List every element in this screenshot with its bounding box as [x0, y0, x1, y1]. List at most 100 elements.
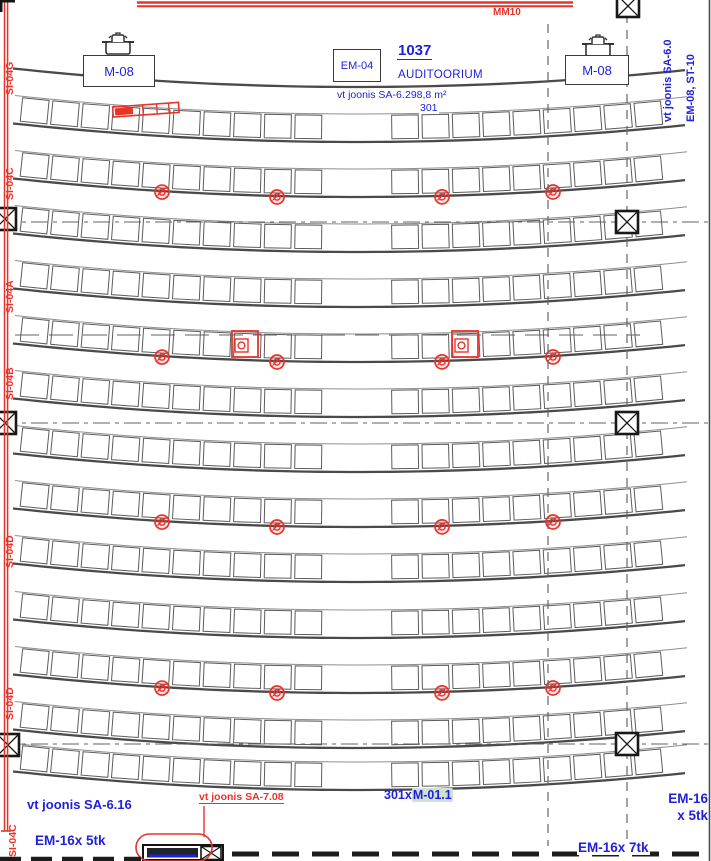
- seat: [110, 215, 141, 243]
- seat: [482, 496, 511, 523]
- seat: [482, 111, 511, 138]
- seat: [512, 605, 542, 632]
- seat: [391, 665, 420, 691]
- seat: [572, 270, 603, 298]
- seat: [50, 485, 80, 513]
- seat: [542, 272, 572, 300]
- ceiling-speaker-icon: [434, 189, 450, 205]
- red-linear-fixture: [111, 101, 181, 118]
- seat: [50, 540, 80, 568]
- seat: [294, 762, 323, 788]
- seat: [572, 753, 603, 781]
- seat: [451, 332, 481, 359]
- drawing-ref-sa708: vt joonis SA-7.08: [199, 791, 284, 805]
- ceiling-speaker-icon: [545, 184, 561, 200]
- duct-label-si04c-2: SI-04C: [7, 824, 19, 857]
- seat: [202, 551, 232, 578]
- seat: [482, 166, 511, 193]
- seat: [141, 162, 171, 190]
- seat: [421, 168, 450, 194]
- seat: [542, 217, 572, 245]
- seat: [294, 499, 323, 525]
- seat: [451, 442, 481, 469]
- seat: [171, 549, 201, 576]
- seat: [141, 107, 171, 135]
- seat: [80, 103, 111, 130]
- seat: [572, 656, 603, 684]
- seat: [512, 164, 542, 191]
- seat: [633, 485, 664, 513]
- seat: [294, 665, 323, 691]
- seat: [572, 160, 603, 188]
- seat: [542, 603, 572, 631]
- seat: [233, 387, 262, 414]
- seat: [482, 662, 511, 689]
- seat: [294, 444, 323, 470]
- seat: [294, 334, 323, 360]
- seat: [421, 333, 450, 359]
- seat: [202, 331, 232, 358]
- seat: [110, 160, 141, 188]
- seat: [233, 718, 262, 745]
- seat: [421, 498, 450, 524]
- seat: [542, 162, 572, 190]
- seat: [263, 388, 292, 414]
- seat: [263, 498, 292, 524]
- seat: [451, 167, 481, 194]
- seat: [451, 222, 481, 249]
- seat-row-ref-prefix: 301x: [384, 788, 412, 802]
- seat: [50, 375, 80, 403]
- seat: [202, 662, 232, 689]
- ceiling-speaker-icon: [545, 349, 561, 365]
- seat: [141, 658, 171, 686]
- seat: [542, 382, 572, 410]
- seat: [171, 660, 201, 687]
- seat: [171, 439, 201, 466]
- seat: [50, 100, 80, 128]
- seat: [512, 384, 542, 411]
- seat: [110, 656, 141, 684]
- seat: [141, 327, 171, 355]
- seat: [512, 439, 542, 466]
- seat: [572, 380, 603, 408]
- seat: [202, 441, 232, 468]
- floor-box-fixture: [135, 806, 224, 861]
- seat: [482, 759, 511, 786]
- seat: [80, 709, 111, 736]
- ceiling-speaker-icon: [154, 349, 170, 365]
- seat: [141, 382, 171, 410]
- seat: [451, 608, 481, 635]
- ceiling-luminaire-icon: [231, 330, 259, 358]
- seat: [421, 113, 450, 139]
- duct-label-si04b: SI-04B: [4, 367, 16, 400]
- seat: [391, 389, 420, 415]
- seat: [233, 552, 262, 579]
- seat: [421, 761, 450, 787]
- seat: [542, 107, 572, 135]
- seat: [482, 607, 511, 634]
- seat: [572, 490, 603, 518]
- ceiling-speaker-icon: [434, 354, 450, 370]
- seat: [512, 549, 542, 576]
- seat: [633, 155, 664, 183]
- seat: [50, 430, 80, 458]
- seat: [572, 105, 603, 133]
- seat: [482, 221, 511, 248]
- drawing-ref-top: vt joonis SA-6.04: [336, 89, 418, 102]
- seat: [421, 664, 450, 690]
- seat: [80, 213, 111, 240]
- seat: [482, 441, 511, 468]
- seat: [512, 219, 542, 246]
- seat: [263, 278, 292, 304]
- seat: [451, 497, 481, 524]
- ceiling-speaker-icon: [434, 685, 450, 701]
- ceiling-speaker-icon: [154, 680, 170, 696]
- column-icon: [0, 732, 21, 758]
- seat: [202, 607, 232, 634]
- seat: [482, 276, 511, 303]
- seat: [572, 435, 603, 463]
- seat: [110, 270, 141, 298]
- seat: [171, 757, 201, 784]
